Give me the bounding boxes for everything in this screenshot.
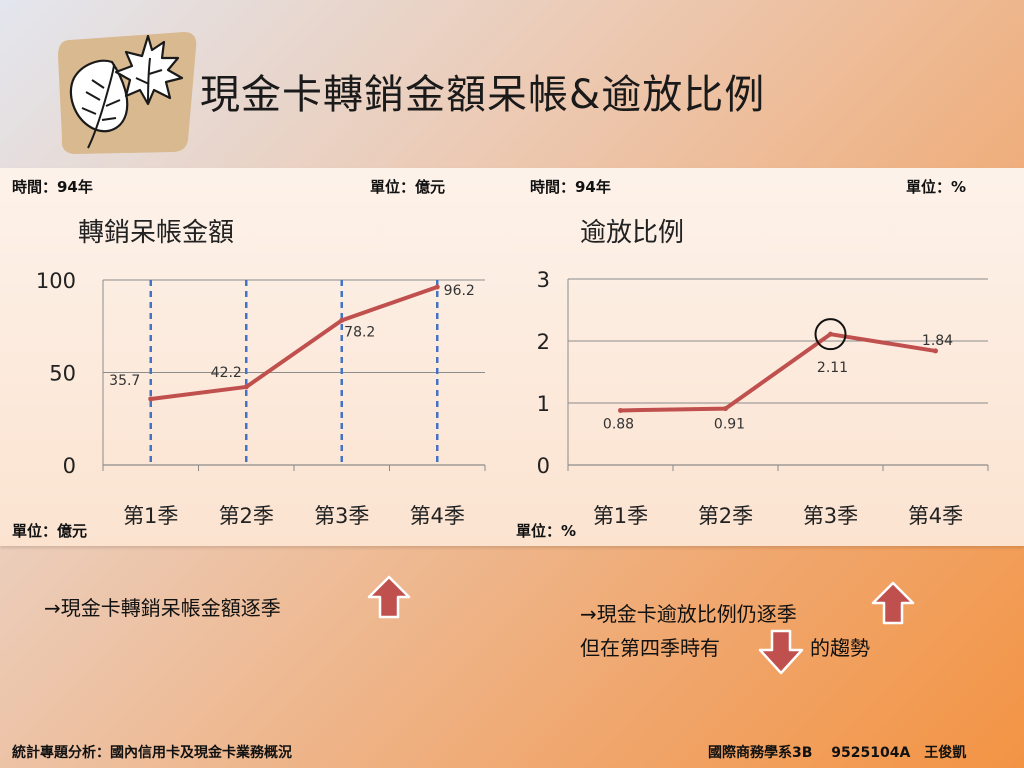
data-label: 0.88 <box>603 416 634 432</box>
y-tick-label: 0 <box>537 454 550 478</box>
x-tick-label: 第2季 <box>219 504 274 528</box>
right-unit-top: 單位：% <box>906 178 967 196</box>
right-chart-title: 逾放比例 <box>580 218 685 248</box>
data-point <box>243 384 249 390</box>
y-tick-label: 0 <box>63 454 76 478</box>
data-label: 42.2 <box>211 365 242 381</box>
data-point <box>933 348 938 354</box>
data-point <box>148 396 154 402</box>
data-point <box>723 406 728 412</box>
right-note-line1: →現金卡逾放比例仍逐季 <box>580 602 797 626</box>
y-tick-label: 2 <box>537 330 550 354</box>
x-tick-label: 第3季 <box>314 504 369 528</box>
data-label: 2.11 <box>817 360 848 376</box>
footer-right: 國際商務學系3B 9525104A 王俊凱 <box>708 745 967 761</box>
left-chart-title: 轉銷呆帳金額 <box>78 218 235 248</box>
data-point <box>339 317 345 323</box>
data-point <box>434 284 440 290</box>
left-note: →現金卡轉銷呆帳金額逐季 <box>44 596 281 620</box>
x-tick-label: 第4季 <box>908 504 963 528</box>
right-unit-bottom: 單位：% <box>516 522 577 540</box>
footer-left: 統計專題分析：國內信用卡及現金卡業務概況 <box>12 745 292 761</box>
data-label: 35.7 <box>109 373 140 389</box>
series-line <box>618 332 938 413</box>
up-arrow-icon <box>871 581 915 625</box>
x-tick-label: 第3季 <box>803 504 858 528</box>
up-arrow-icon <box>367 575 411 619</box>
y-tick-label: 100 <box>36 269 76 293</box>
right-note-line2a: 但在第四季時有 <box>580 636 720 660</box>
y-tick-label: 3 <box>537 268 550 292</box>
y-tick-label: 1 <box>537 392 550 416</box>
y-tick-label: 50 <box>49 362 76 386</box>
right-note-line2b: 的趨勢 <box>810 636 870 660</box>
slide-title: 現金卡轉銷金額呆帳&逾放比例 <box>200 72 766 118</box>
data-label: 0.91 <box>714 417 745 433</box>
leaf-logo-icon <box>58 32 197 154</box>
right-time-label: 時間：94年 <box>530 178 611 196</box>
data-label: 78.2 <box>344 324 375 340</box>
left-time-label: 時間：94年 <box>12 178 93 196</box>
data-label: 96.2 <box>444 283 475 299</box>
left-unit-bottom: 單位：億元 <box>12 522 88 540</box>
data-point <box>618 407 623 413</box>
x-tick-label: 第1季 <box>123 504 178 528</box>
x-tick-label: 第2季 <box>698 504 753 528</box>
chart-band <box>0 168 1024 546</box>
down-arrow-icon <box>758 629 804 675</box>
data-label: 1.84 <box>922 333 953 349</box>
data-point <box>828 331 833 337</box>
x-tick-label: 第4季 <box>410 504 465 528</box>
x-tick-label: 第1季 <box>593 504 648 528</box>
series-line <box>148 285 440 401</box>
highlight-circle <box>814 318 847 351</box>
left-unit-top: 單位：億元 <box>370 178 446 196</box>
